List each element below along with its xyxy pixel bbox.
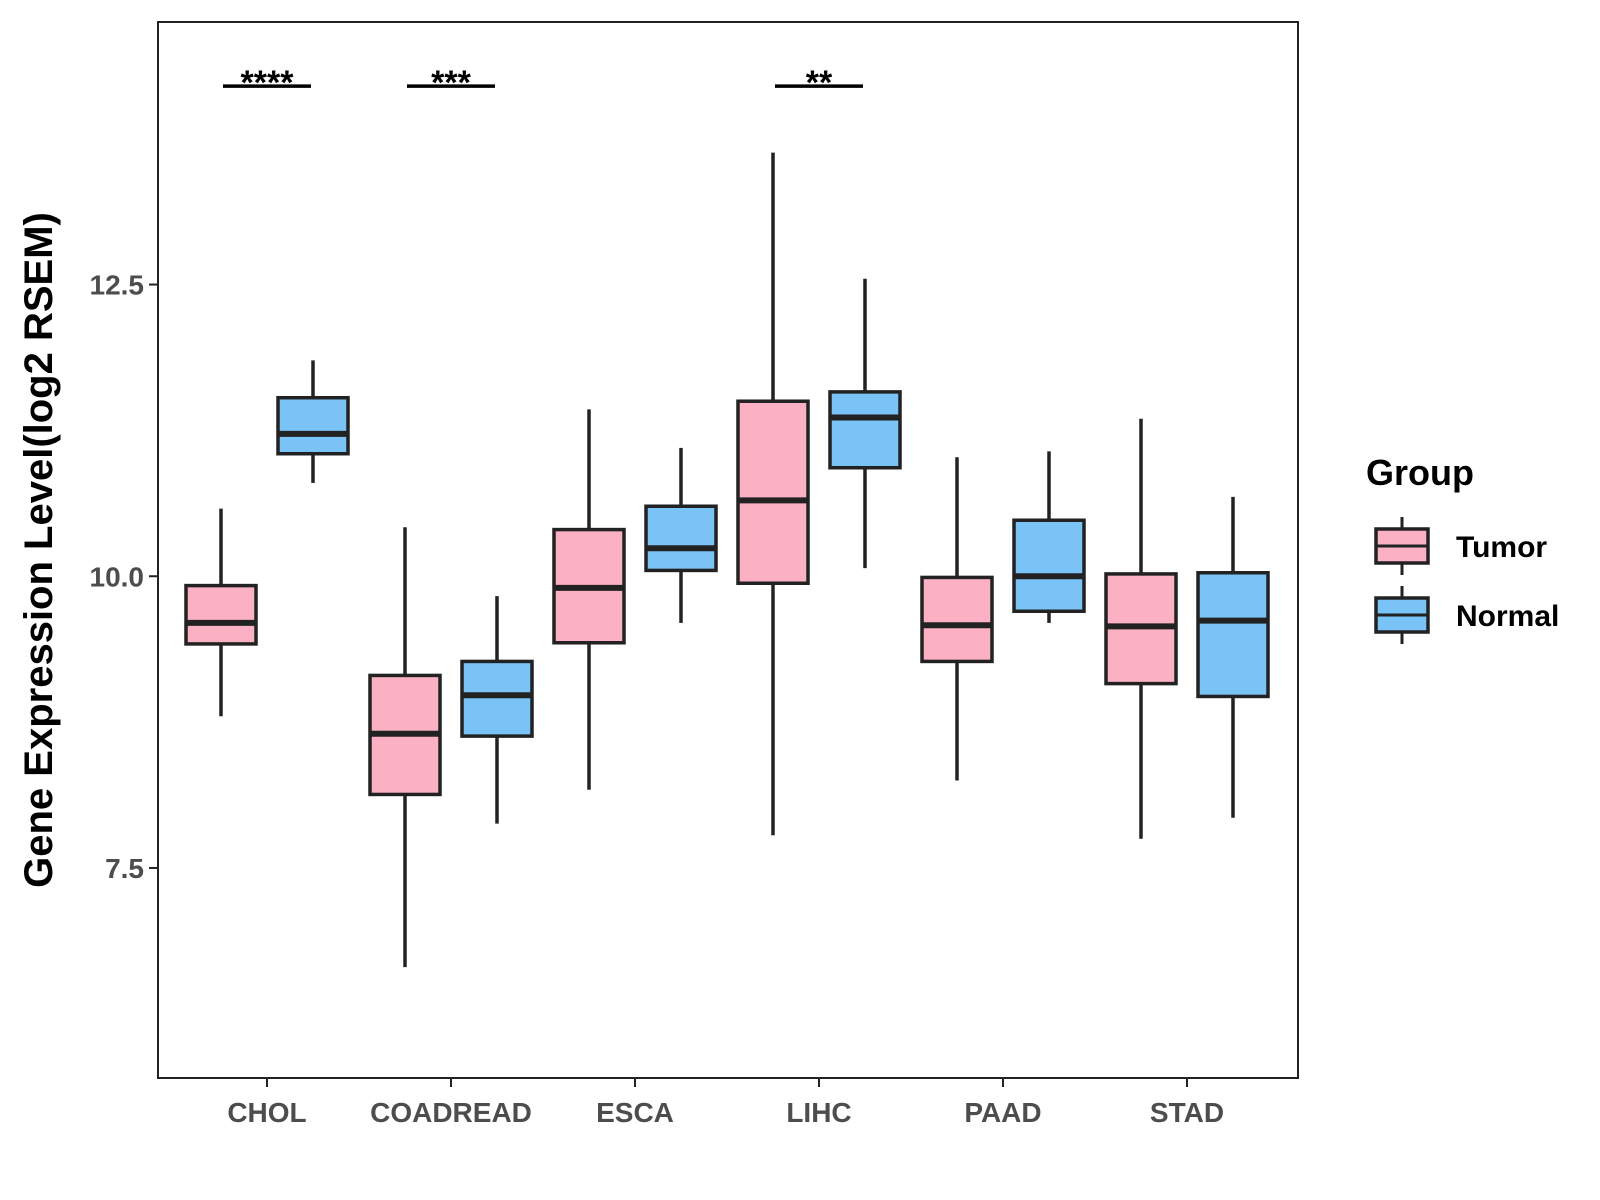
box-tumor-coadread <box>368 527 442 968</box>
legend-title: Group <box>1366 452 1474 493</box>
box-body-normal-coadread <box>460 659 534 738</box>
box-body-tumor-paad <box>920 575 994 664</box>
box-tumor-paad <box>920 457 994 781</box>
legend: Group Tumor Normal <box>1366 452 1559 644</box>
box-tumor-chol <box>184 508 258 717</box>
box-body-normal-lihc <box>828 390 902 470</box>
box-tumor-esca <box>552 409 626 790</box>
box-normal-chol <box>276 360 350 483</box>
box-body-normal-stad <box>1196 571 1270 699</box>
box-tumor-lihc <box>736 152 810 836</box>
legend-label-normal: Normal <box>1456 600 1559 633</box>
y-tick-label: 10.0 <box>90 561 145 592</box>
x-tick-label: STAD <box>1150 1097 1224 1128</box>
box-tumor-stad <box>1104 418 1178 839</box>
x-tick-label: ESCA <box>596 1097 674 1128</box>
x-tick-label: PAAD <box>964 1097 1041 1128</box>
box-normal-coadread <box>460 596 534 824</box>
box-body-normal-paad <box>1012 518 1086 614</box>
box-normal-paad <box>1012 451 1086 623</box>
y-tick-label: 12.5 <box>90 270 145 301</box>
significance-label-lihc: ** <box>806 64 833 102</box>
box-body-normal-chol <box>276 395 350 456</box>
panel-border <box>157 21 1299 1079</box>
axes: 7.5 10.0 12.5 CHOL COADREAD ESCA LIHC PAAD STAD <box>90 270 1225 1128</box>
box-normal-esca <box>644 447 718 623</box>
legend-label-tumor: Tumor <box>1456 531 1547 564</box>
x-tick-label: LIHC <box>786 1097 851 1128</box>
significance-label-coadread: *** <box>431 64 471 102</box>
x-tick-label: CHOL <box>227 1097 306 1128</box>
box-body-tumor-lihc <box>736 399 810 586</box>
significance-label-chol: **** <box>241 64 295 102</box>
x-tick-label: COADREAD <box>370 1097 532 1128</box>
box-normal-stad <box>1196 496 1270 818</box>
box-normal-lihc <box>828 278 902 569</box>
y-axis-title: Gene Expression Level(log2 RSEM) <box>17 212 61 888</box>
plot-marks: **** *** ** <box>184 64 1270 968</box>
box-body-tumor-chol <box>184 583 258 646</box>
box-body-normal-esca <box>644 504 718 573</box>
y-tick-label: 7.5 <box>105 853 144 884</box>
